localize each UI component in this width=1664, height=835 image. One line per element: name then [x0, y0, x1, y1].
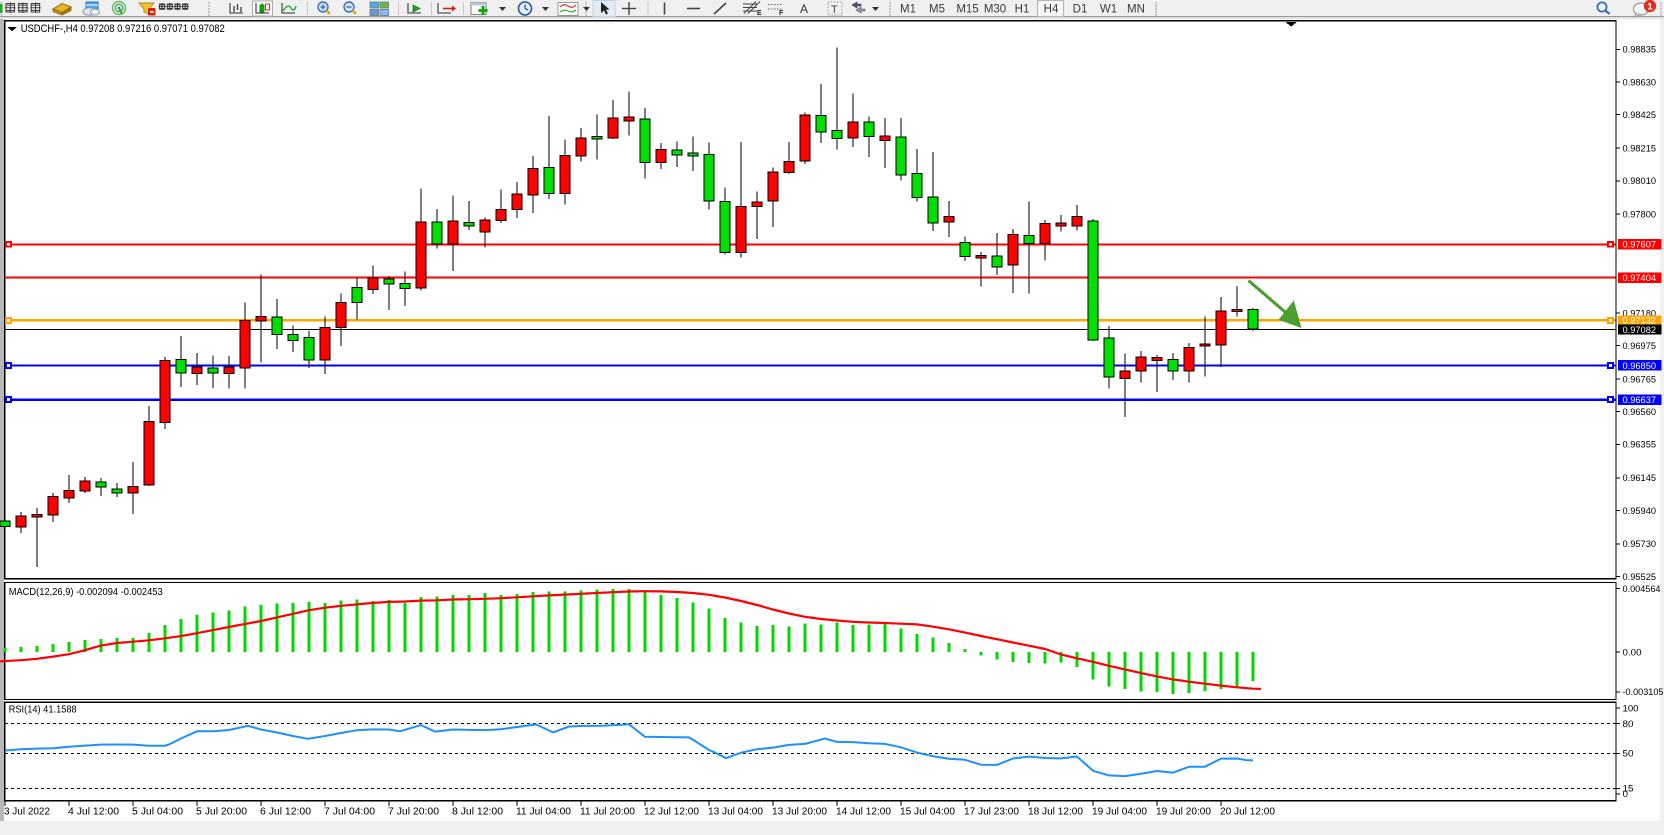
- svg-text:18 Jul 12:00: 18 Jul 12:00: [1028, 807, 1083, 818]
- svg-text:0.97800: 0.97800: [1623, 210, 1657, 221]
- svg-text:19 Jul 04:00: 19 Jul 04:00: [1092, 807, 1147, 818]
- svg-text:0: 0: [1623, 789, 1629, 800]
- svg-text:H1: H1: [1015, 4, 1030, 16]
- svg-text:0.95525: 0.95525: [1623, 572, 1657, 583]
- svg-text:H4: H4: [1044, 4, 1059, 16]
- svg-text:0.98835: 0.98835: [1623, 45, 1657, 56]
- svg-text:0.004564: 0.004564: [1623, 584, 1661, 595]
- svg-text:0.96765: 0.96765: [1623, 374, 1657, 385]
- svg-text:M1: M1: [900, 4, 916, 16]
- svg-text:M30: M30: [984, 4, 1006, 16]
- svg-text:E: E: [757, 10, 762, 17]
- svg-text:13 Jul 20:00: 13 Jul 20:00: [772, 807, 827, 818]
- svg-text:1: 1: [1647, 2, 1653, 13]
- svg-text:0.95730: 0.95730: [1623, 539, 1657, 550]
- svg-text:12 Jul 12:00: 12 Jul 12:00: [644, 807, 699, 818]
- svg-text:15 Jul 04:00: 15 Jul 04:00: [900, 807, 955, 818]
- svg-text:M15: M15: [956, 4, 978, 16]
- svg-text:0.97132: 0.97132: [1623, 315, 1657, 326]
- svg-text:0.96975: 0.96975: [1623, 341, 1657, 352]
- svg-text:W1: W1: [1100, 4, 1117, 16]
- svg-text:15: 15: [1623, 784, 1634, 795]
- svg-text:0.96637: 0.96637: [1623, 395, 1657, 406]
- svg-text:19 Jul 20:00: 19 Jul 20:00: [1156, 807, 1211, 818]
- svg-text:MN: MN: [1127, 4, 1145, 16]
- svg-text:0.98215: 0.98215: [1623, 143, 1657, 154]
- svg-text:50: 50: [1623, 749, 1634, 760]
- svg-text:11 Jul 04:00: 11 Jul 04:00: [516, 807, 571, 818]
- svg-text:11 Jul 20:00: 11 Jul 20:00: [580, 807, 635, 818]
- svg-text:T: T: [831, 4, 838, 16]
- svg-text:0.97180: 0.97180: [1623, 308, 1657, 319]
- svg-text:0.98425: 0.98425: [1623, 110, 1657, 121]
- svg-text:0.96560: 0.96560: [1623, 407, 1657, 418]
- svg-text:0.97607: 0.97607: [1623, 240, 1657, 251]
- svg-text:USDCHF-,H4 0.97208 0.97216 0.: USDCHF-,H4 0.97208 0.97216 0.97071 0.970…: [21, 23, 225, 35]
- svg-text:7 Jul 20:00: 7 Jul 20:00: [388, 807, 439, 818]
- svg-text:0.96850: 0.96850: [1623, 361, 1657, 372]
- svg-text:100: 100: [1623, 704, 1639, 715]
- svg-text:17 Jul 23:00: 17 Jul 23:00: [964, 807, 1019, 818]
- svg-text:RSI(14) 41.1588: RSI(14) 41.1588: [9, 705, 77, 716]
- svg-text:5 Jul 20:00: 5 Jul 20:00: [196, 807, 247, 818]
- svg-text:M5: M5: [929, 4, 945, 16]
- svg-text:7 Jul 04:00: 7 Jul 04:00: [324, 807, 375, 818]
- svg-text:-0.003105: -0.003105: [1623, 687, 1664, 698]
- svg-text:0.00: 0.00: [1623, 647, 1642, 658]
- svg-text:A: A: [800, 2, 808, 16]
- svg-text:5 Jul 04:00: 5 Jul 04:00: [132, 807, 183, 818]
- svg-text:0.98010: 0.98010: [1623, 176, 1657, 187]
- svg-text:0.97404: 0.97404: [1623, 273, 1657, 284]
- svg-text:0.96355: 0.96355: [1623, 440, 1657, 451]
- svg-text:20 Jul 12:00: 20 Jul 12:00: [1220, 807, 1275, 818]
- svg-text:D1: D1: [1073, 4, 1088, 16]
- svg-text:3 Jul 2022: 3 Jul 2022: [4, 807, 50, 818]
- svg-text:F: F: [779, 10, 784, 17]
- svg-text:4 Jul 12:00: 4 Jul 12:00: [68, 807, 119, 818]
- svg-text:8 Jul 12:00: 8 Jul 12:00: [452, 807, 503, 818]
- svg-text:80: 80: [1623, 719, 1634, 730]
- svg-text:13 Jul 04:00: 13 Jul 04:00: [708, 807, 763, 818]
- svg-text:MACD(12,26,9) -0.002094 -0.002: MACD(12,26,9) -0.002094 -0.002453: [9, 587, 163, 598]
- svg-text:0.98630: 0.98630: [1623, 77, 1657, 88]
- svg-text:0.97082: 0.97082: [1623, 325, 1657, 336]
- svg-text:6 Jul 12:00: 6 Jul 12:00: [260, 807, 311, 818]
- svg-text:14 Jul 12:00: 14 Jul 12:00: [836, 807, 891, 818]
- svg-text:0.95940: 0.95940: [1623, 506, 1657, 517]
- svg-text:0.96145: 0.96145: [1623, 473, 1657, 484]
